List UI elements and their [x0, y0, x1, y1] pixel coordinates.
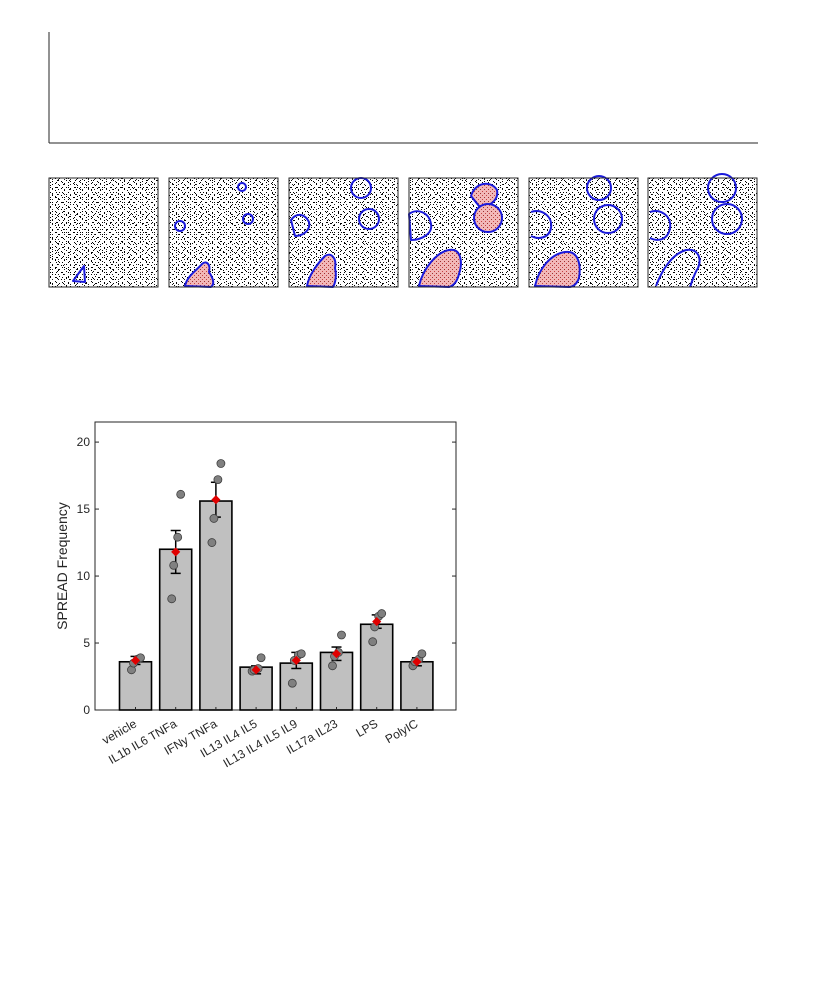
data-point [207, 538, 217, 547]
bars [118, 500, 434, 711]
bar [199, 500, 233, 711]
bar [359, 623, 394, 711]
image-panel [168, 177, 279, 288]
top-axes [48, 32, 758, 144]
panel-outline [184, 261, 215, 288]
data-point [213, 475, 223, 485]
bar [279, 662, 314, 711]
mean-marker [331, 649, 342, 659]
data-point [167, 594, 177, 604]
bar [158, 548, 193, 711]
data-point [377, 609, 387, 618]
mean-marker [291, 655, 301, 666]
panel-outline [306, 253, 337, 288]
data-point [328, 661, 337, 671]
mean-markers [130, 495, 422, 675]
panel-outline [72, 265, 86, 283]
mean-marker [251, 665, 261, 675]
x-tick-label: LPS [354, 716, 381, 739]
panel-outline [586, 175, 612, 201]
bar [319, 651, 354, 711]
data-point [209, 514, 219, 523]
panel-outline [707, 173, 737, 203]
panel-outline [649, 210, 672, 241]
panel-border [288, 177, 399, 288]
y-tick-label: 10 [77, 569, 91, 583]
panel-outline [655, 248, 701, 288]
image-panel [288, 177, 399, 288]
panel-outline [290, 214, 311, 237]
panel-outline [237, 182, 247, 192]
mean-marker [211, 495, 221, 505]
panel-dot-texture [648, 178, 757, 287]
data-point [173, 532, 183, 542]
image-panel [408, 177, 519, 288]
y-tick-label: 5 [83, 636, 90, 650]
panel-outline [408, 210, 433, 241]
panel-dot-texture [49, 178, 158, 287]
mean-marker [130, 655, 141, 666]
data-point [176, 489, 186, 499]
panel-border [48, 177, 159, 288]
panel-border [647, 177, 758, 288]
panel-outline [242, 213, 254, 225]
panel-dot-texture [169, 178, 278, 287]
panel-outline [534, 250, 581, 288]
panel-outline [473, 203, 503, 233]
y-tick-label: 0 [83, 703, 90, 717]
data-point [216, 459, 226, 468]
panel-outline [530, 210, 553, 239]
image-panel [48, 177, 159, 288]
y-tick-label: 20 [77, 435, 91, 449]
x-tick-label: PolyIC [383, 716, 421, 746]
plot-area [94, 421, 457, 711]
data-point [296, 649, 306, 659]
panel-outline [593, 204, 623, 234]
panel-border [408, 177, 519, 288]
panel-outline [358, 208, 380, 230]
mean-marker [372, 617, 382, 627]
panel-outline [418, 248, 462, 288]
y-axis-label: SPREAD Frequency [54, 502, 70, 630]
mean-marker [412, 657, 422, 667]
image-panel [647, 173, 758, 288]
panel-border [168, 177, 279, 288]
mean-marker [171, 547, 181, 557]
panel-border [528, 177, 639, 288]
data-point [256, 653, 266, 663]
data-point [368, 637, 378, 647]
image-panels [48, 173, 758, 288]
data-point [169, 560, 179, 570]
y-axis-ticks: 0 5 10 15 20 [77, 435, 456, 717]
y-tick-label: 15 [77, 502, 91, 516]
data-point [337, 630, 346, 640]
bar [400, 660, 434, 711]
panel-outline [174, 220, 186, 232]
panel-outline [711, 203, 743, 235]
panel-dot-texture [289, 178, 398, 287]
data-point [287, 678, 297, 688]
image-panel [528, 175, 639, 288]
data-point [417, 649, 427, 659]
